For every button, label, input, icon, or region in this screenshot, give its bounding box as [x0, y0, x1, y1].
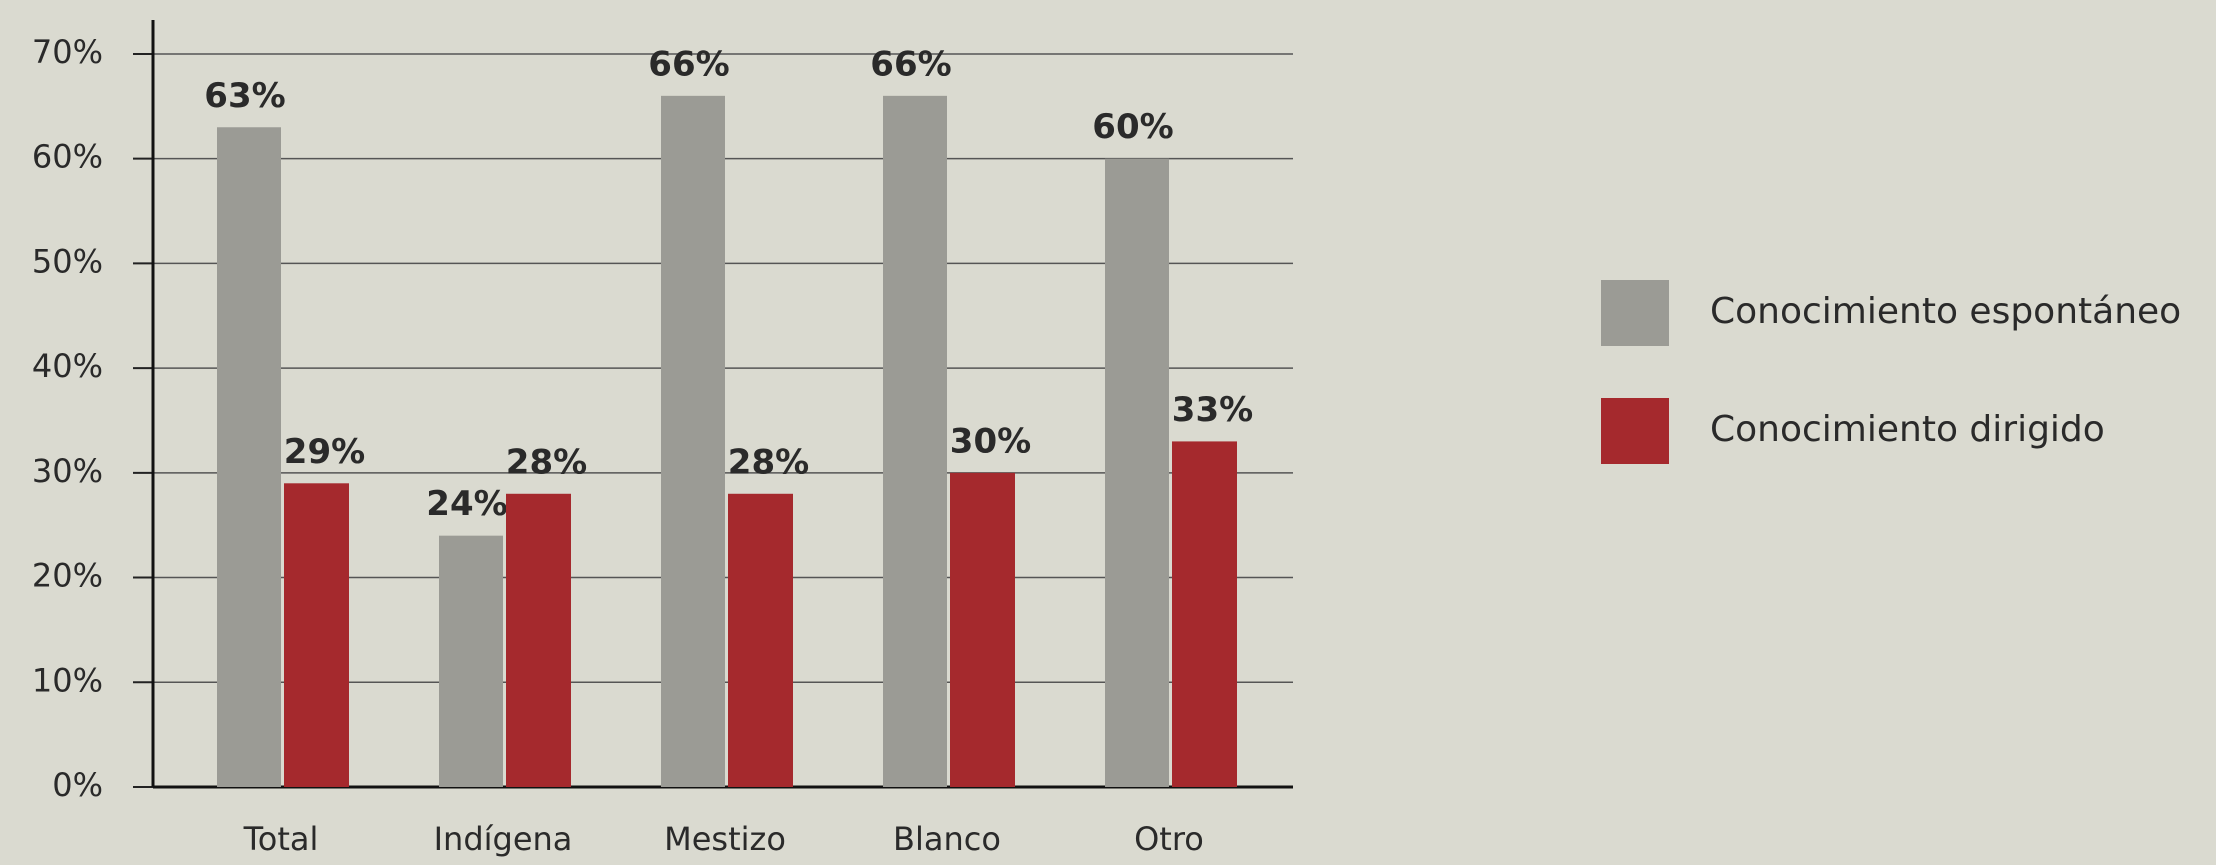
legend-label: Conocimiento dirigido	[1710, 409, 2105, 450]
legend-swatch	[1601, 398, 1669, 464]
bar	[883, 95, 947, 788]
x-tick-label: Total	[243, 820, 319, 858]
bar	[506, 493, 571, 787]
value-label: 63%	[204, 76, 285, 116]
y-tick-label: 20%	[32, 557, 103, 595]
y-tick-label: 30%	[32, 452, 103, 490]
bar	[217, 127, 281, 787]
x-tick-label: Otro	[1134, 820, 1204, 858]
legend-label: Conocimiento espontáneo	[1710, 291, 2181, 332]
value-label: 66%	[648, 44, 729, 84]
x-tick-label: Blanco	[893, 820, 1001, 858]
legend-swatch	[1601, 280, 1669, 346]
bar	[1105, 158, 1169, 787]
bar	[661, 95, 725, 788]
value-label: 28%	[506, 442, 587, 482]
y-tick-label: 40%	[32, 347, 103, 385]
bar	[284, 483, 349, 787]
value-label: 29%	[284, 432, 365, 472]
y-tick-label: 70%	[32, 33, 103, 71]
value-label: 66%	[870, 44, 951, 84]
value-label: 33%	[1172, 390, 1253, 430]
x-tick-label: Mestizo	[664, 820, 786, 858]
value-label: 30%	[950, 421, 1031, 461]
y-tick-label: 0%	[52, 766, 103, 804]
bar	[1172, 441, 1237, 787]
bar	[728, 493, 793, 787]
y-tick-label: 10%	[32, 661, 103, 699]
bar	[950, 472, 1015, 787]
value-label: 24%	[426, 484, 507, 524]
value-label: 60%	[1092, 107, 1173, 147]
y-tick-label: 60%	[32, 138, 103, 176]
bar	[439, 535, 503, 787]
y-tick-label: 50%	[32, 242, 103, 280]
x-tick-label: Indígena	[434, 820, 573, 858]
value-label: 28%	[728, 442, 809, 482]
